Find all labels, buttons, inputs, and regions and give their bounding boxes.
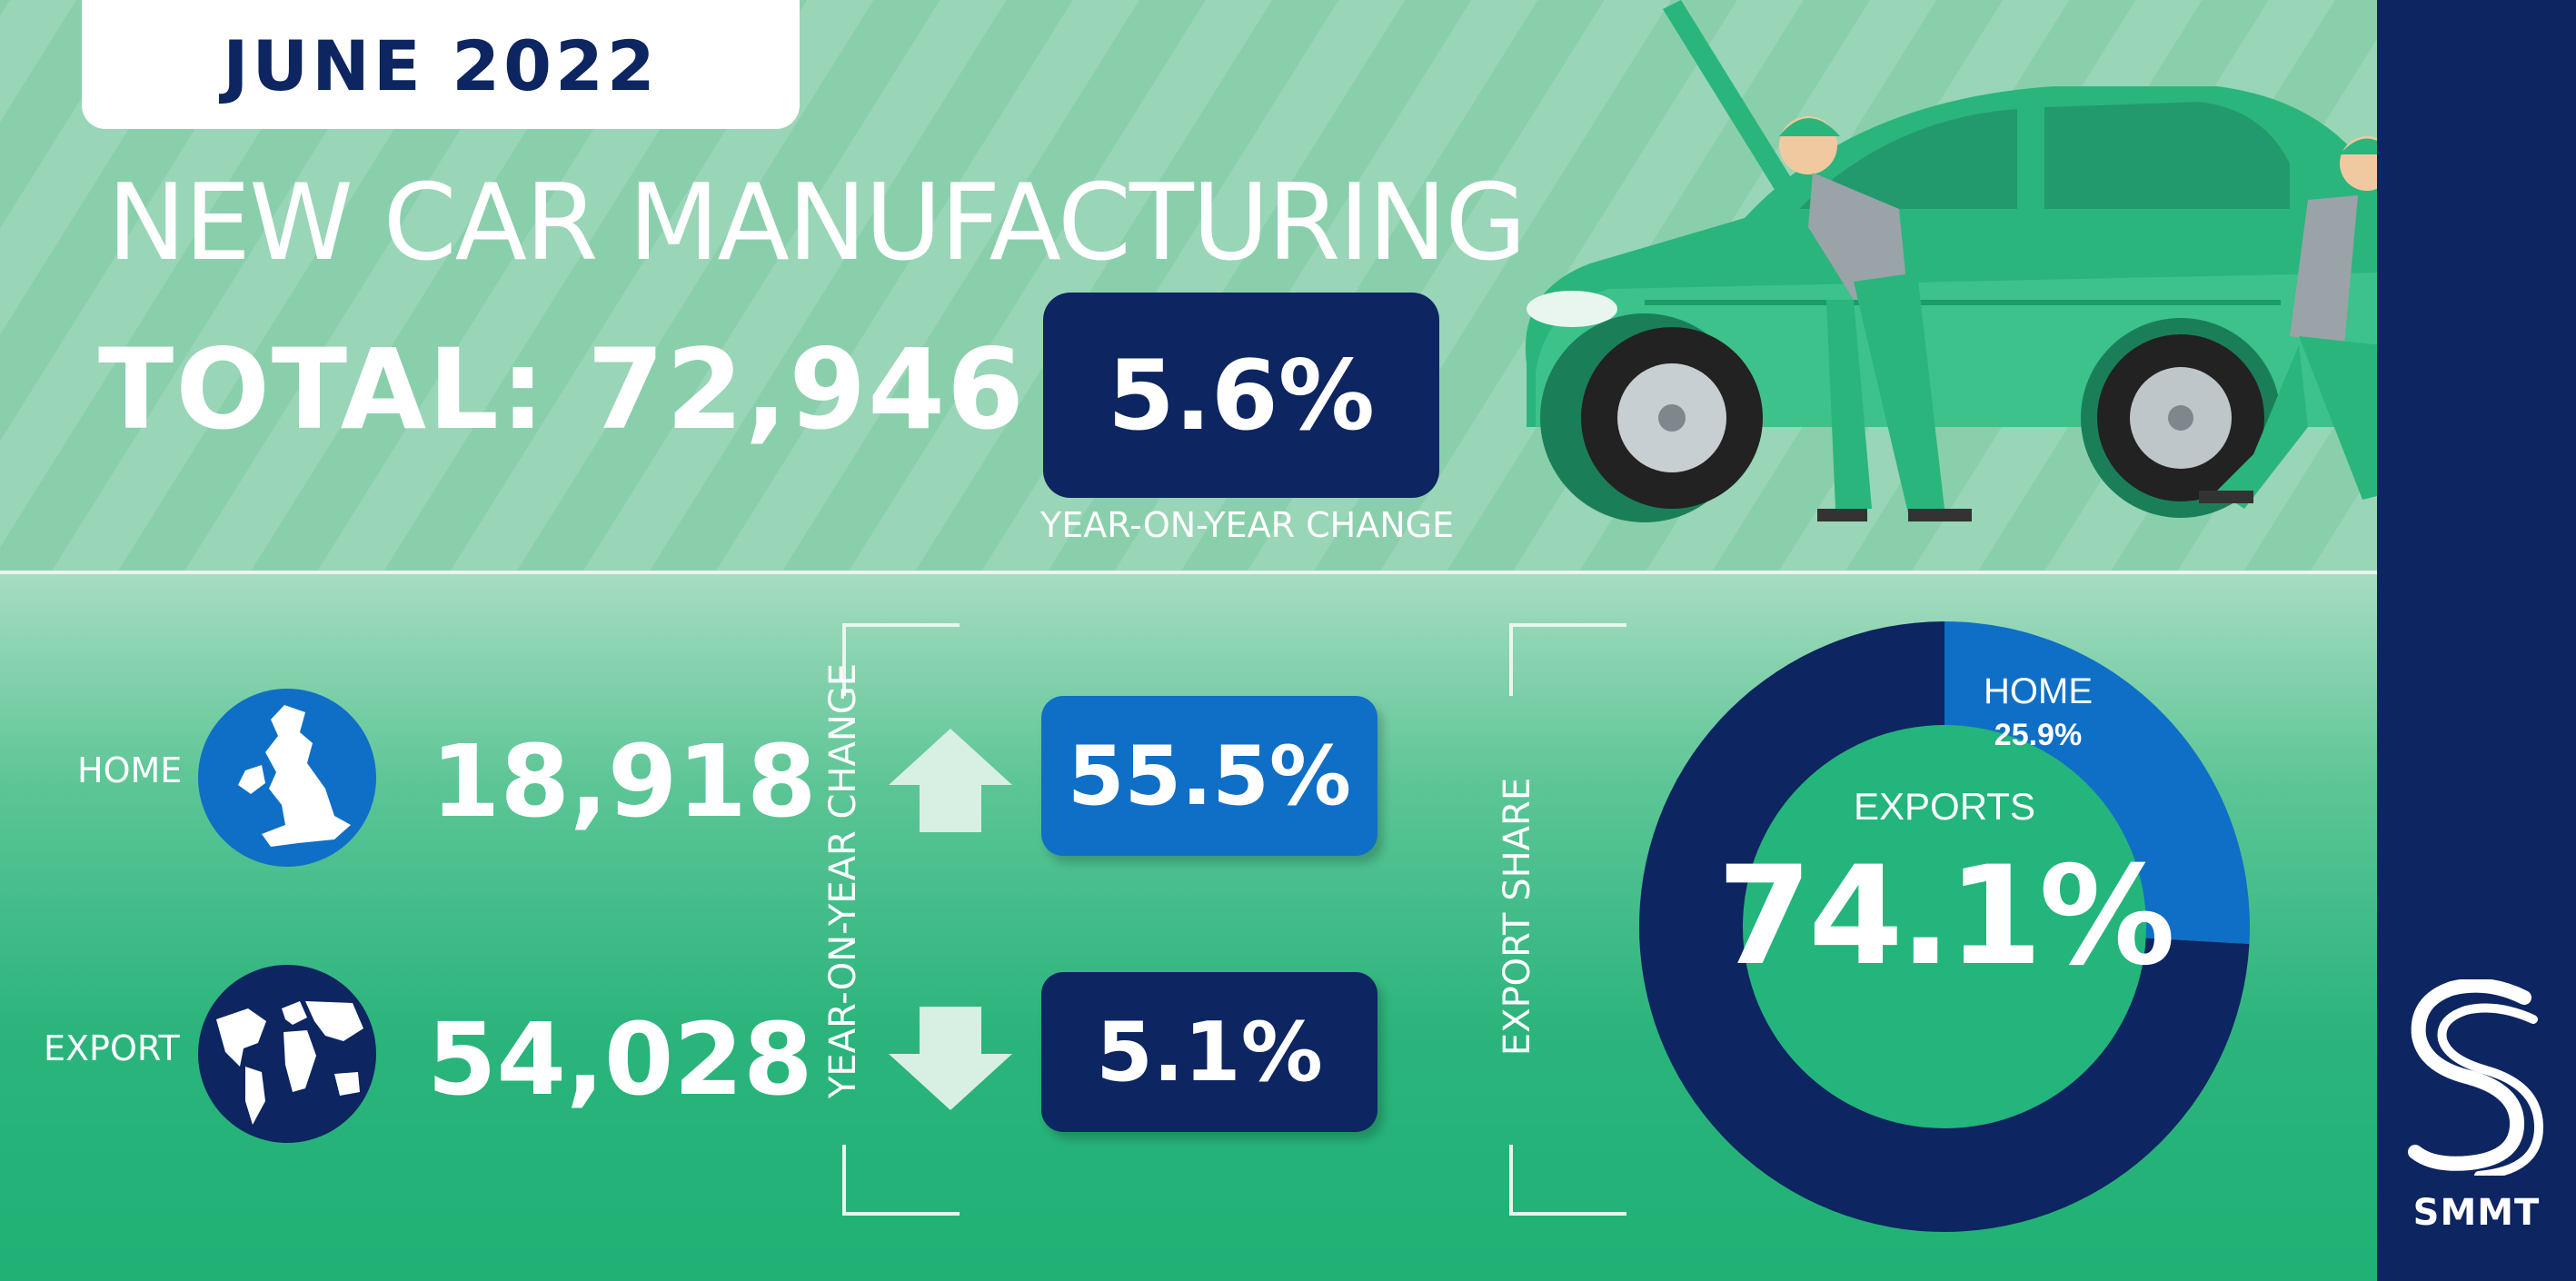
world-map-icon: [198, 965, 376, 1143]
home-value: 18,918: [431, 723, 817, 839]
yoy-bracket: [842, 623, 960, 1216]
export-value: 54,028: [427, 1001, 813, 1117]
yoy-caption: YEAR-ON-YEAR CHANGE: [1040, 505, 1455, 545]
exports-category-label: EXPORTS: [1854, 785, 2035, 828]
total-line: TOTAL: 72,946: [98, 325, 1026, 454]
total-label: TOTAL:: [98, 325, 547, 454]
total-value: 72,946: [587, 325, 1026, 454]
export-share-donut: EXPORTS 74.1% HOME 25.9%: [1639, 621, 2250, 1232]
car-mechanics-illustration: [1525, 0, 2377, 522]
smmt-wordmark: SMMT: [2412, 1192, 2541, 1234]
home-category-label: HOME: [1984, 671, 2093, 711]
arrow-down-icon: [889, 1007, 1012, 1110]
export-change-badge: 5.1%: [1041, 972, 1378, 1132]
yoy-total-value: 5.6%: [1108, 339, 1375, 452]
yoy-side-label: YEAR-ON-YEAR CHANGE: [822, 662, 864, 1098]
home-change-value: 55.5%: [1067, 728, 1352, 824]
yoy-total-badge: 5.6%: [1043, 293, 1439, 498]
home-label: HOME: [77, 750, 183, 790]
uk-map-icon: [198, 689, 376, 867]
month-label: JUNE 2022: [223, 25, 659, 106]
donut-center: [1743, 725, 2146, 1128]
header-panel: JUNE 2022 NEW CAR MANUFACTURING TOTAL: 7…: [0, 0, 2377, 571]
home-share-value: 25.9%: [1994, 718, 2082, 752]
smmt-logo-icon: [2408, 979, 2544, 1176]
exports-share-value: 74.1%: [1717, 838, 2172, 996]
share-side-label: EXPORT SHARE: [1497, 777, 1538, 1057]
section-divider: [0, 571, 2377, 574]
share-bracket: [1509, 623, 1626, 1216]
arrow-up-icon: [889, 729, 1012, 832]
home-change-badge: 55.5%: [1041, 696, 1378, 856]
headline: NEW CAR MANUFACTURING: [107, 162, 1527, 284]
export-change-value: 5.1%: [1096, 1004, 1323, 1100]
export-label: EXPORT: [44, 1028, 180, 1068]
month-tab: [82, 0, 800, 129]
